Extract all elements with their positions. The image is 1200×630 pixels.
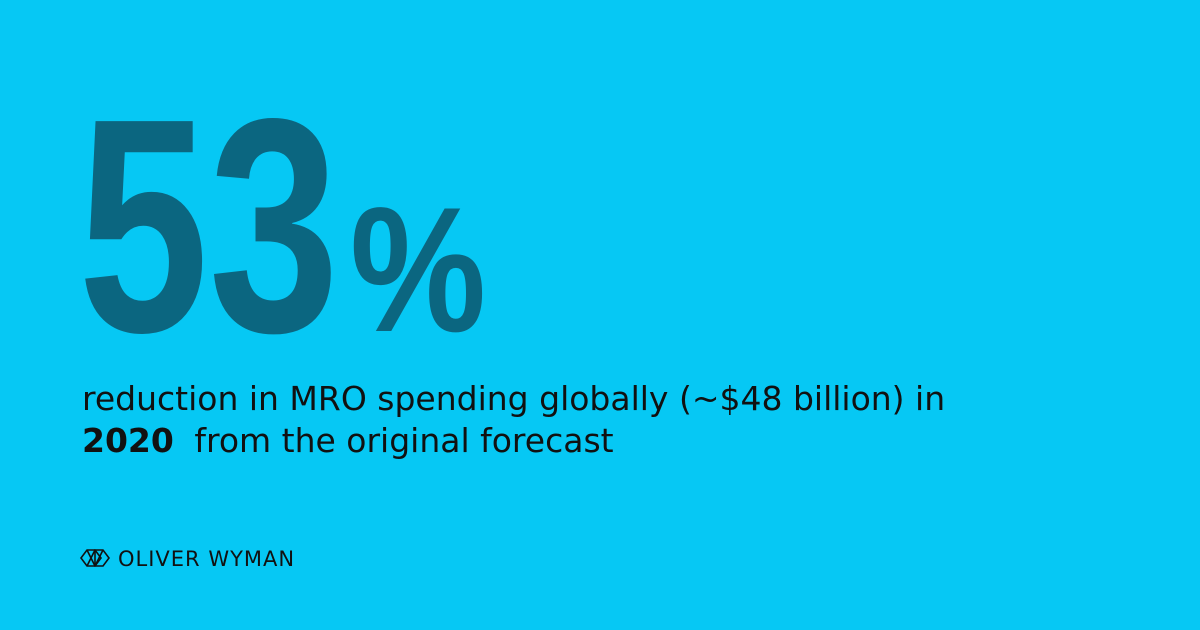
description-rest: from the original forecast xyxy=(194,421,613,460)
highlight: 2020 xyxy=(82,421,174,460)
logo-text: OLIVER WYMAN xyxy=(118,547,295,571)
description-line: 2020 from the original forecast xyxy=(82,421,614,460)
stat-number: 53 xyxy=(78,55,339,396)
logo-icon xyxy=(80,549,110,567)
stat-unit: % xyxy=(350,171,486,369)
description-line: reduction in MRO spending globally (~$48… xyxy=(82,379,945,418)
